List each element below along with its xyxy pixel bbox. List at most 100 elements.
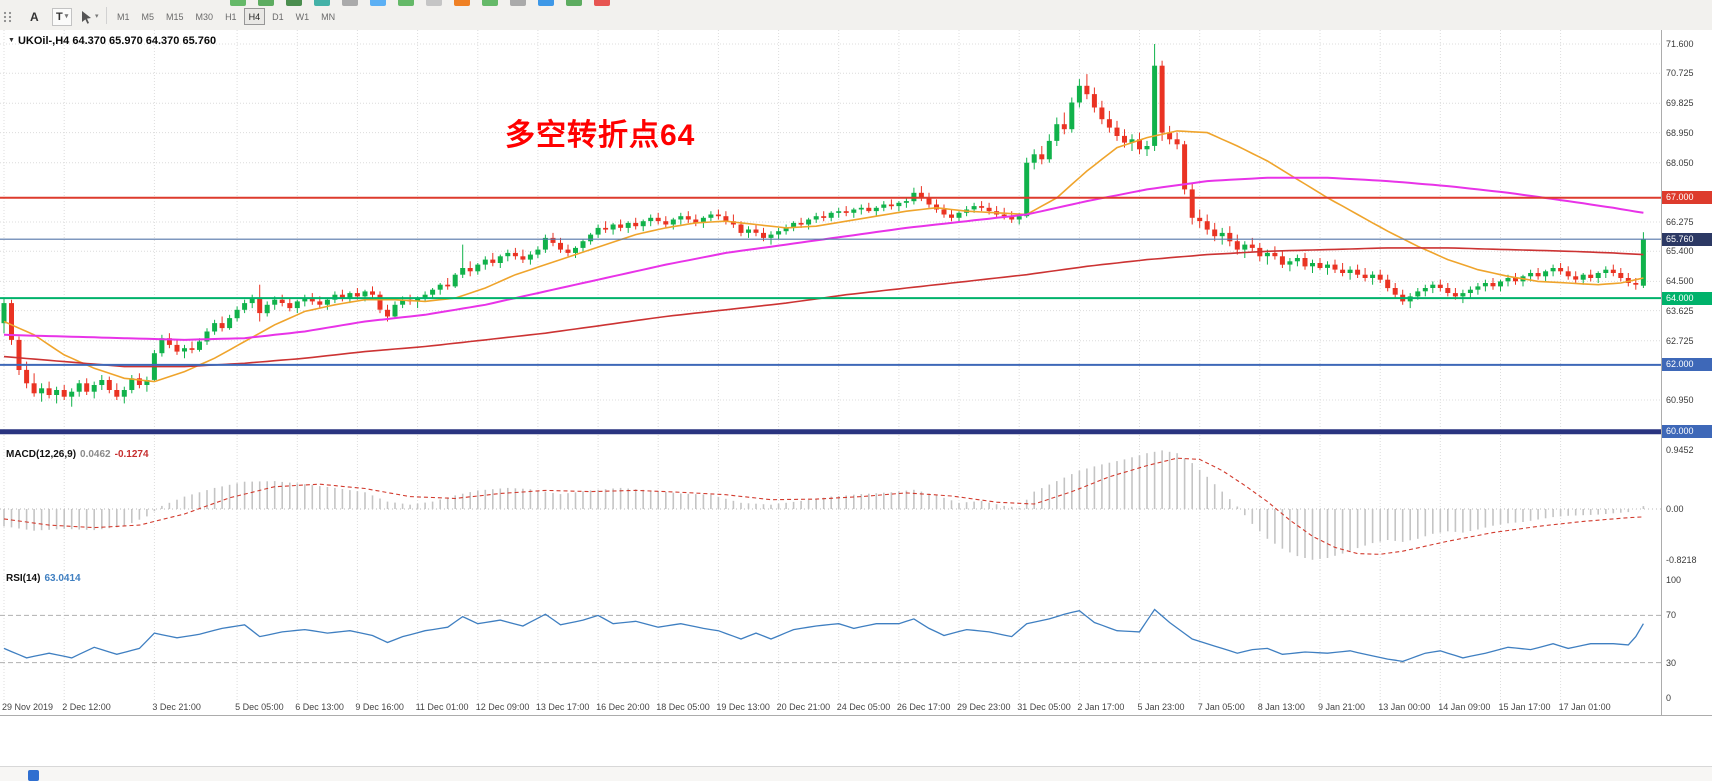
clipped-icon <box>482 0 498 6</box>
macd-value: 0.0462 <box>80 449 111 460</box>
time-tick: 8 Jan 13:00 <box>1257 702 1305 712</box>
ohlc-values: 64.370 65.970 64.370 65.760 <box>72 35 217 47</box>
time-tick: 7 Jan 05:00 <box>1197 702 1245 712</box>
clipped-icon <box>594 0 610 6</box>
rsi-chart[interactable] <box>0 570 1661 700</box>
macd-pane[interactable]: MACD(12,26,9) 0.0462 -0.1274 <box>0 446 1661 570</box>
price-tick: 62.725 <box>1666 335 1694 346</box>
time-tick: 13 Dec 17:00 <box>535 702 590 712</box>
time-tick: 18 Dec 05:00 <box>656 702 710 712</box>
toolbar-separator <box>106 7 107 24</box>
price-level-badge: 64.000 <box>1662 291 1712 305</box>
price-tick: 68.950 <box>1666 127 1694 138</box>
macd-chart[interactable] <box>0 446 1661 570</box>
price-level-badge: 65.760 <box>1662 232 1712 246</box>
time-tick: 6 Dec 13:00 <box>295 702 344 712</box>
tf-M15-button[interactable]: M15 <box>166 12 184 22</box>
price-scale-axis[interactable]: 71.600 70.725 69.825 68.950 68.050 66.275 65.4… <box>1661 30 1712 715</box>
price-tick: 60.950 <box>1666 395 1694 405</box>
price-tick: 63.625 <box>1666 305 1694 316</box>
price-level-badge: 62.000 <box>1662 358 1712 372</box>
clipped-icon <box>566 0 582 6</box>
app-icon[interactable] <box>28 770 39 781</box>
type-tool-button[interactable]: T ▾ <box>52 8 73 26</box>
price-tick: 65.400 <box>1666 246 1694 257</box>
time-tick: 29 Dec 23:00 <box>957 702 1011 712</box>
rsi-tick: 100 <box>1666 575 1682 585</box>
clipped-icon <box>314 0 330 6</box>
tf-M30-button[interactable]: M30 <box>195 12 214 22</box>
macd-tick: -0.8218 <box>1666 555 1697 565</box>
tf-W1-button[interactable]: W1 <box>295 12 310 22</box>
tf-MN-button[interactable]: MN <box>321 12 336 22</box>
rsi-name: RSI(14) <box>6 573 41 584</box>
clipped-icon <box>426 0 442 6</box>
price-chart-pane[interactable]: ▼ UKOil-,H4 64.370 65.970 64.370 65.760 多… <box>0 30 1661 446</box>
time-axis[interactable]: 29 Nov 2019 2 Dec 12:00 3 Dec 21:00 5 Dec 0… <box>0 700 1661 715</box>
time-tick: 9 Jan 21:00 <box>1318 702 1366 712</box>
rsi-tick: 0 <box>1666 693 1672 703</box>
price-level-badge: 67.000 <box>1662 191 1712 205</box>
clipped-icon <box>454 0 470 6</box>
price-tick: 68.050 <box>1666 157 1694 168</box>
time-tick: 5 Dec 05:00 <box>235 702 284 712</box>
time-tick: 3 Dec 21:00 <box>152 702 201 712</box>
macd-tick: 0.00 <box>1666 504 1684 514</box>
grid-handle-icon[interactable] <box>2 8 13 26</box>
tf-H1-button[interactable]: H1 <box>225 12 237 22</box>
time-tick: 16 Dec 20:00 <box>596 702 650 712</box>
time-tick: 5 Jan 23:00 <box>1137 702 1185 712</box>
clipped-icon <box>398 0 414 6</box>
time-tick: 2 Jan 17:00 <box>1077 702 1125 712</box>
drawing-tool-button[interactable]: ▾ <box>80 8 99 26</box>
clipped-icon <box>258 0 274 6</box>
tf-D1-button[interactable]: D1 <box>272 12 284 22</box>
symbol-label: UKOil-,H4 <box>17 35 70 47</box>
candlestick-chart[interactable] <box>0 30 1661 446</box>
macd-signal-value: -0.1274 <box>114 449 149 460</box>
clipped-icon <box>286 0 302 6</box>
tf-M5-button[interactable]: M5 <box>141 12 155 22</box>
chart-title: ▼ UKOil-,H4 64.370 65.970 64.370 65.760 <box>8 35 216 47</box>
tf-H4-button[interactable]: H4 <box>243 8 266 25</box>
chart-annotation: 多空转折点64 <box>505 119 696 152</box>
timeframe-group: M1 M5 M15 M30 H1 H4 D1 W1 MN <box>112 7 342 25</box>
cursor-arrow-icon <box>82 11 91 24</box>
rsi-pane[interactable]: RSI(14) 63.0414 <box>0 570 1661 700</box>
clipped-icon <box>342 0 358 6</box>
type-tool-label: T <box>56 11 63 23</box>
rsi-label: RSI(14) 63.0414 <box>6 573 85 584</box>
clipped-icon <box>538 0 554 6</box>
time-tick: 19 Dec 13:00 <box>716 702 770 712</box>
chart-dropdown-icon[interactable]: ▼ <box>8 37 15 44</box>
time-tick: 13 Jan 00:00 <box>1378 702 1431 712</box>
price-tick: 70.725 <box>1666 68 1694 79</box>
top-toolbar: A T ▾ ▾ M1 M5 M15 M30 H1 H4 D1 W1 MN <box>0 0 1712 31</box>
time-tick: 31 Dec 05:00 <box>1017 702 1071 712</box>
macd-tick: 0.9452 <box>1666 445 1694 456</box>
chart-window-bottom-border <box>0 715 1712 716</box>
time-tick: 11 Dec 01:00 <box>415 702 469 712</box>
rsi-tick: 70 <box>1666 610 1677 621</box>
price-level-badge: 60.000 <box>1662 425 1712 439</box>
time-tick: 29 Nov 2019 <box>2 702 54 712</box>
time-tick: 20 Dec 21:00 <box>776 702 831 712</box>
time-tick: 14 Jan 09:00 <box>1438 702 1491 712</box>
rsi-value: 63.0414 <box>44 573 81 584</box>
time-tick: 15 Jan 17:00 <box>1498 702 1551 712</box>
time-tick: 17 Jan 01:00 <box>1558 702 1611 712</box>
price-tick: 66.275 <box>1666 217 1694 227</box>
rsi-tick: 30 <box>1666 657 1677 668</box>
price-tick: 71.600 <box>1666 39 1694 49</box>
tf-M1-button[interactable]: M1 <box>117 12 130 22</box>
macd-label: MACD(12,26,9) 0.0462 -0.1274 <box>6 449 153 460</box>
macd-name: MACD(12,26,9) <box>6 449 77 460</box>
chevron-down-icon: ▾ <box>95 13 99 20</box>
time-tick: 9 Dec 16:00 <box>355 702 404 712</box>
text-annotation-tool-button[interactable]: A <box>30 10 39 24</box>
time-tick: 2 Dec 12:00 <box>62 702 111 712</box>
grid-dots-icon <box>3 11 12 23</box>
clipped-icon <box>510 0 526 6</box>
clipped-icon <box>230 0 246 6</box>
